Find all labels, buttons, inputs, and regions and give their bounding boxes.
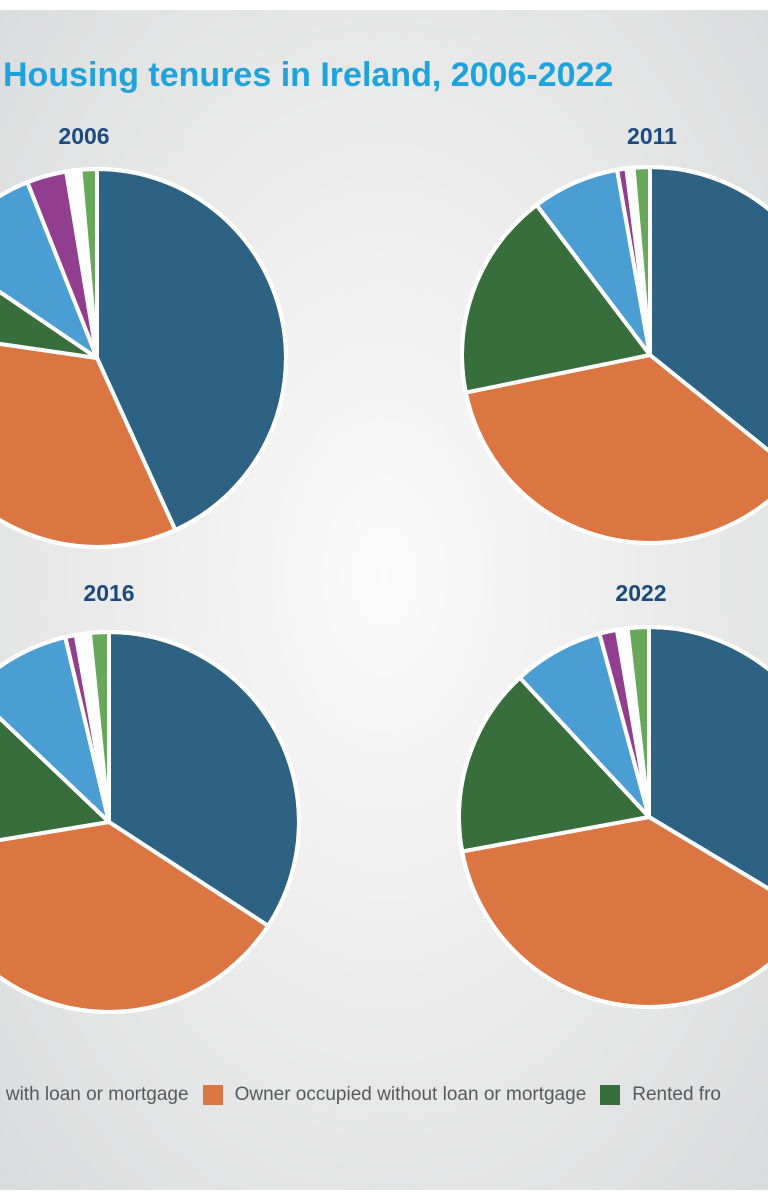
pie-year-label: 2022 [615,580,667,606]
pie-outline [0,167,288,549]
pie-outline [457,625,768,1009]
chart-legend: d with loan or mortgage Owner occupied w… [0,1084,735,1106]
legend-item: Owner occupied without loan or mortgage [202,1084,587,1106]
pie-year-label: 2011 [627,123,677,149]
chart-panel: Housing tenures in Ireland, 2006-2022 20… [0,10,768,1190]
pie-2011 [460,165,768,545]
legend-label: Owner occupied without loan or mortgage [234,1084,587,1105]
legend-swatch [202,1085,223,1105]
legend-label: Rented fro [632,1084,721,1105]
pie-outline [0,630,301,1014]
pie-2006 [0,167,289,549]
pie-year-label: 2006 [58,123,110,149]
legend-item: Rented fro [600,1084,721,1106]
legend-item: d with loan or mortgage [0,1084,189,1106]
pie-charts [0,165,768,1014]
legend-swatch [600,1085,621,1105]
pie-2022 [457,624,768,1009]
legend-label: d with loan or mortgage [0,1084,189,1105]
pie-outline [460,165,768,545]
pie-2016 [0,630,301,1014]
pie-slice [0,715,111,842]
chart-title: Housing tenures in Ireland, 2006-2022 [3,56,614,94]
pie-year-label: 2016 [83,580,135,606]
